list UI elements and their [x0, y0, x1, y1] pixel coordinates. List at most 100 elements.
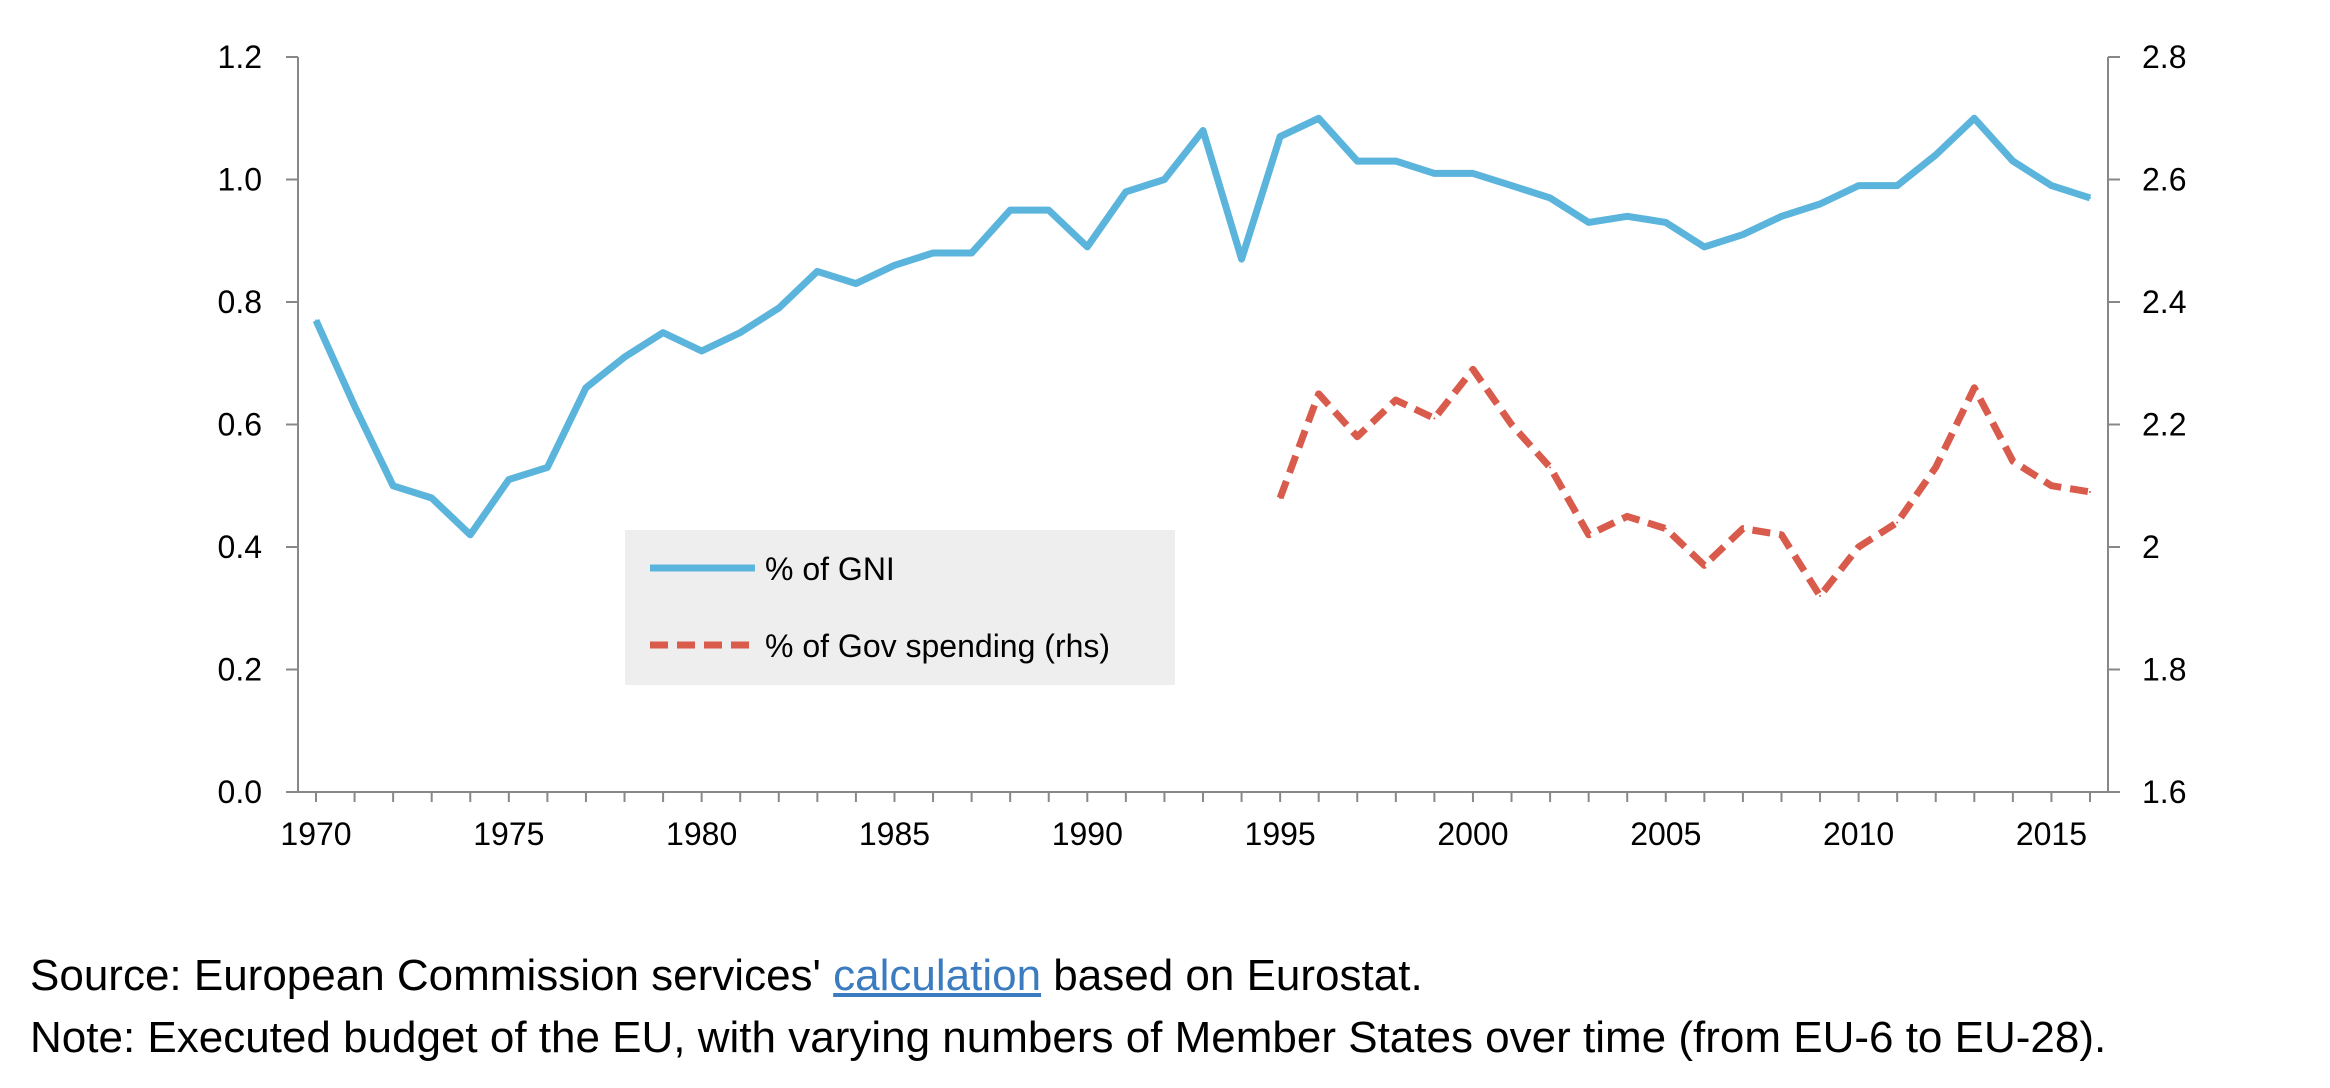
- data-point-0: [2011, 160, 2014, 163]
- series-line-1: [1276, 365, 2091, 600]
- y-left-tick-label: 1.2: [218, 39, 262, 75]
- data-point-0: [893, 264, 896, 267]
- data-point-0: [1356, 160, 1359, 163]
- data-point-0: [1163, 178, 1166, 181]
- data-point-0: [1703, 245, 1706, 248]
- data-point-1: [1471, 368, 1474, 371]
- data-point-0: [1240, 258, 1243, 261]
- y-right-tick-label: 2.4: [2142, 284, 2186, 320]
- y-right-tick-label: 1.6: [2142, 774, 2186, 810]
- data-point-0: [1741, 233, 1744, 236]
- y-right-tick-label: 1.8: [2142, 652, 2186, 688]
- y-left-tick-label: 0.4: [218, 529, 262, 565]
- data-point-0: [1587, 221, 1590, 224]
- y-left-tick-label: 1.0: [218, 162, 262, 198]
- x-tick-label: 1980: [666, 816, 737, 852]
- data-point-1: [1510, 423, 1513, 426]
- data-point-0: [469, 533, 472, 536]
- data-point-0: [1973, 117, 1976, 120]
- data-point-0: [1279, 135, 1282, 138]
- y-left-tick-label: 0.2: [218, 652, 262, 688]
- data-point-0: [1009, 209, 1012, 212]
- x-tick-label: 1975: [473, 816, 544, 852]
- data-point-1: [1433, 417, 1436, 420]
- data-point-0: [1124, 190, 1127, 193]
- data-point-0: [315, 319, 317, 322]
- data-point-1: [1934, 466, 1937, 469]
- data-point-0: [584, 386, 587, 389]
- data-point-0: [1549, 196, 1552, 199]
- chart-notes: Source: European Commission services' ca…: [30, 945, 2106, 1069]
- chart: 0.0 0.2 0.4 0.6 0.8 1.0 1.2 1.6 1.8 2 2.2 2.4 2.6 2.8…: [218, 39, 2187, 852]
- x-tick-label: 2000: [1437, 816, 1508, 852]
- data-point-1: [1741, 527, 1744, 530]
- y-left-tick-label: 0.0: [218, 774, 262, 810]
- data-point-0: [623, 356, 626, 359]
- data-point-0: [2050, 184, 2053, 187]
- axes: 0.0 0.2 0.4 0.6 0.8 1.0 1.2 1.6 1.8 2 2.2 2.4 2.6 2.8…: [218, 39, 2187, 852]
- x-tick-label: 2010: [1823, 816, 1894, 852]
- data-point-0: [1510, 184, 1513, 187]
- data-point-1: [1703, 564, 1706, 567]
- series-line-0: [312, 114, 2092, 539]
- y-left-tick-label: 0.8: [218, 284, 262, 320]
- data-point-0: [1433, 172, 1436, 175]
- source-prefix: Source: European Commission services': [30, 951, 834, 1000]
- calculation-link[interactable]: calculation: [833, 951, 1042, 1000]
- data-point-0: [1086, 245, 1089, 248]
- data-point-0: [1626, 215, 1629, 218]
- data-point-0: [353, 405, 356, 408]
- legend-label-gni: % of GNI: [765, 551, 895, 587]
- data-point-1: [1819, 595, 1822, 597]
- data-point-0: [2089, 196, 2091, 199]
- data-point-0: [1857, 184, 1860, 187]
- data-point-0: [1471, 172, 1474, 175]
- data-point-1: [1664, 527, 1667, 530]
- data-point-0: [1664, 221, 1667, 224]
- data-point-0: [739, 331, 742, 334]
- plot-area: [312, 114, 2092, 600]
- data-point-0: [700, 350, 703, 352]
- data-point-0: [854, 282, 857, 285]
- data-point-1: [1356, 435, 1359, 438]
- data-point-0: [1819, 203, 1822, 205]
- data-point-1: [1394, 399, 1397, 401]
- x-tick-label: 2005: [1630, 816, 1701, 852]
- data-point-1: [1549, 466, 1552, 469]
- data-point-1: [1626, 515, 1629, 518]
- data-point-0: [1896, 184, 1899, 187]
- source-line: Source: European Commission services' ca…: [30, 945, 2106, 1007]
- legend: % of GNI % of Gov spending (rhs): [625, 530, 1175, 685]
- data-point-0: [970, 252, 973, 254]
- note-line: Note: Executed budget of the EU, with va…: [30, 1013, 2107, 1062]
- y-left-tick-label: 0.6: [218, 407, 262, 443]
- y-right-tick-label: 2.2: [2142, 407, 2186, 443]
- source-suffix: based on Eurostat.: [1041, 951, 1423, 1000]
- y-right-tick-label: 2.6: [2142, 162, 2186, 198]
- data-point-1: [1587, 533, 1590, 536]
- data-point-0: [816, 270, 819, 273]
- data-point-0: [1202, 129, 1204, 132]
- data-point-1: [1973, 386, 1976, 389]
- data-point-0: [546, 466, 549, 469]
- data-point-1: [1896, 521, 1899, 524]
- data-point-0: [1780, 215, 1783, 218]
- x-tick-label: 1990: [1052, 816, 1123, 852]
- data-point-0: [392, 484, 395, 487]
- data-point-0: [430, 497, 433, 499]
- data-point-1: [1279, 497, 1282, 499]
- data-point-1: [1857, 546, 1860, 548]
- legend-background: [625, 530, 1175, 685]
- y-right-tick-label: 2.8: [2142, 39, 2186, 75]
- data-point-0: [1934, 154, 1937, 156]
- legend-label-gov: % of Gov spending (rhs): [765, 628, 1110, 664]
- x-tick-label: 2015: [2016, 816, 2087, 852]
- x-tick-label: 1995: [1245, 816, 1316, 852]
- data-point-0: [662, 331, 665, 334]
- data-point-1: [1317, 392, 1320, 395]
- data-point-0: [932, 252, 935, 254]
- data-point-1: [2050, 484, 2053, 487]
- x-tick-label: 1985: [859, 816, 930, 852]
- data-point-1: [2011, 460, 2014, 463]
- data-point-0: [1317, 117, 1320, 120]
